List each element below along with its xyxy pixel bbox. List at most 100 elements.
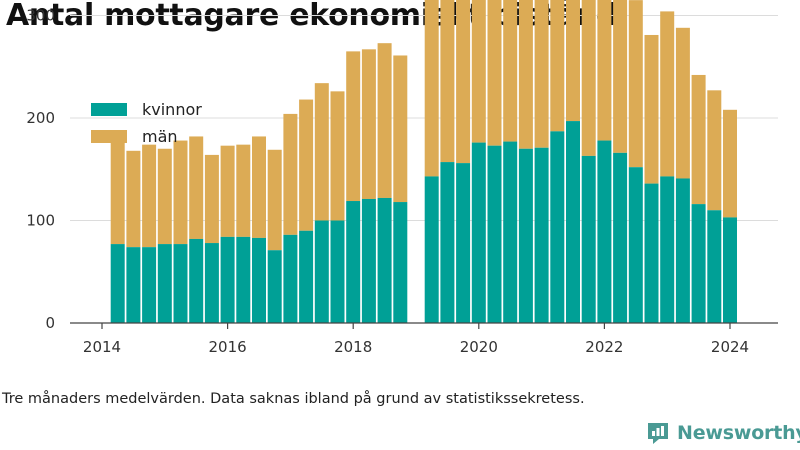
bar-man [267,149,282,251]
bar-kvinnor [424,176,439,323]
bar-kvinnor [220,236,235,323]
bar-kvinnor [456,163,471,323]
legend-label: män [142,127,178,146]
x-tick-label: 2018 [334,338,372,356]
bar-kvinnor [314,220,329,323]
bar-kvinnor [142,247,157,323]
bar-kvinnor [660,176,675,323]
bar-man [252,136,266,238]
bar-man [518,0,533,149]
bar-kvinnor [393,202,408,323]
newsworthy-logo[interactable]: Newsworthy [645,420,800,446]
bar-man [675,27,690,179]
y-tick-label: 300 [26,7,55,25]
y-tick-label: 100 [26,212,55,230]
x-tick-label: 2022 [585,338,623,356]
bar-man [613,0,628,153]
bar-man [566,0,580,122]
bar-kvinnor [691,204,706,323]
bar-man [660,11,675,177]
brand-name: Newsworthy [677,422,800,444]
bar-man [644,34,659,184]
bar-kvinnor [723,217,737,323]
newsworthy-logo-icon [648,423,668,444]
bar-man [157,148,172,245]
bar-man [424,0,439,177]
bar-kvinnor [644,183,659,323]
bar-man [361,49,376,199]
bar-man [440,0,455,163]
bar-man [283,113,298,235]
axes: 0100200300400201420162018202020222024 [26,7,778,356]
bar-man [314,83,329,221]
bar-man [346,51,361,202]
legend-swatch [91,130,127,143]
legend: kvinnor män [91,100,202,146]
bar-man [110,142,125,245]
bar-kvinnor [189,238,204,323]
bar-man [299,99,314,231]
bar-kvinnor [597,140,612,323]
bar-kvinnor [550,131,565,323]
bar-man [220,145,235,237]
bar-kvinnor [440,162,455,323]
bar-kvinnor [628,167,643,323]
bar-kvinnor [707,210,722,323]
bar-man [503,0,518,142]
stacked-bar-chart: 0100200300400201420162018202020222024 kv… [26,0,778,356]
bar-kvinnor [126,247,141,323]
bar-kvinnor [157,244,172,323]
bar-man [550,0,565,132]
bar-man [707,90,722,211]
bar-kvinnor [361,198,376,323]
bar-kvinnor [518,148,533,323]
bar-kvinnor [283,234,298,323]
bar-kvinnor [377,197,392,323]
bar-man [581,0,596,156]
bar-kvinnor [110,244,125,323]
bar-man [628,0,643,168]
x-tick-label: 2014 [83,338,121,356]
x-tick-label: 2020 [460,338,498,356]
bar-kvinnor [675,178,690,323]
bar-kvinnor [267,250,282,323]
bar-man [471,0,486,143]
bar-man [723,109,737,218]
bar-kvinnor [252,237,266,323]
bar-man [691,74,706,205]
bar-kvinnor [503,141,518,323]
bars [110,0,737,323]
bar-man [330,91,345,221]
bar-kvinnor [613,152,628,323]
legend-label: kvinnor [142,100,202,119]
bar-kvinnor [173,244,188,323]
bar-kvinnor [471,142,486,323]
bar-man [456,0,471,164]
bar-man [173,140,188,245]
gridlines [70,15,778,221]
x-tick-label: 2016 [209,338,247,356]
bar-man [597,0,612,141]
bar-man [487,0,502,146]
bar-man [204,154,219,244]
bar-kvinnor [346,201,361,323]
bar-kvinnor [299,230,314,323]
bar-man [189,136,204,239]
footnote: Tre månaders medelvärden. Data saknas ib… [2,391,585,407]
y-tick-label: 0 [45,314,55,332]
x-tick-label: 2024 [711,338,749,356]
bar-man [142,144,157,248]
y-tick-label: 200 [26,109,55,127]
bar-kvinnor [330,220,345,323]
bar-man [126,150,141,248]
bar-man [393,55,408,203]
bar-kvinnor [534,147,549,323]
bar-kvinnor [204,243,219,323]
bar-man [534,0,549,148]
bar-man [236,144,251,237]
bar-kvinnor [487,145,502,323]
legend-swatch [91,103,127,116]
bar-man [377,43,392,198]
bar-kvinnor [236,236,251,323]
bar-kvinnor [566,121,580,323]
